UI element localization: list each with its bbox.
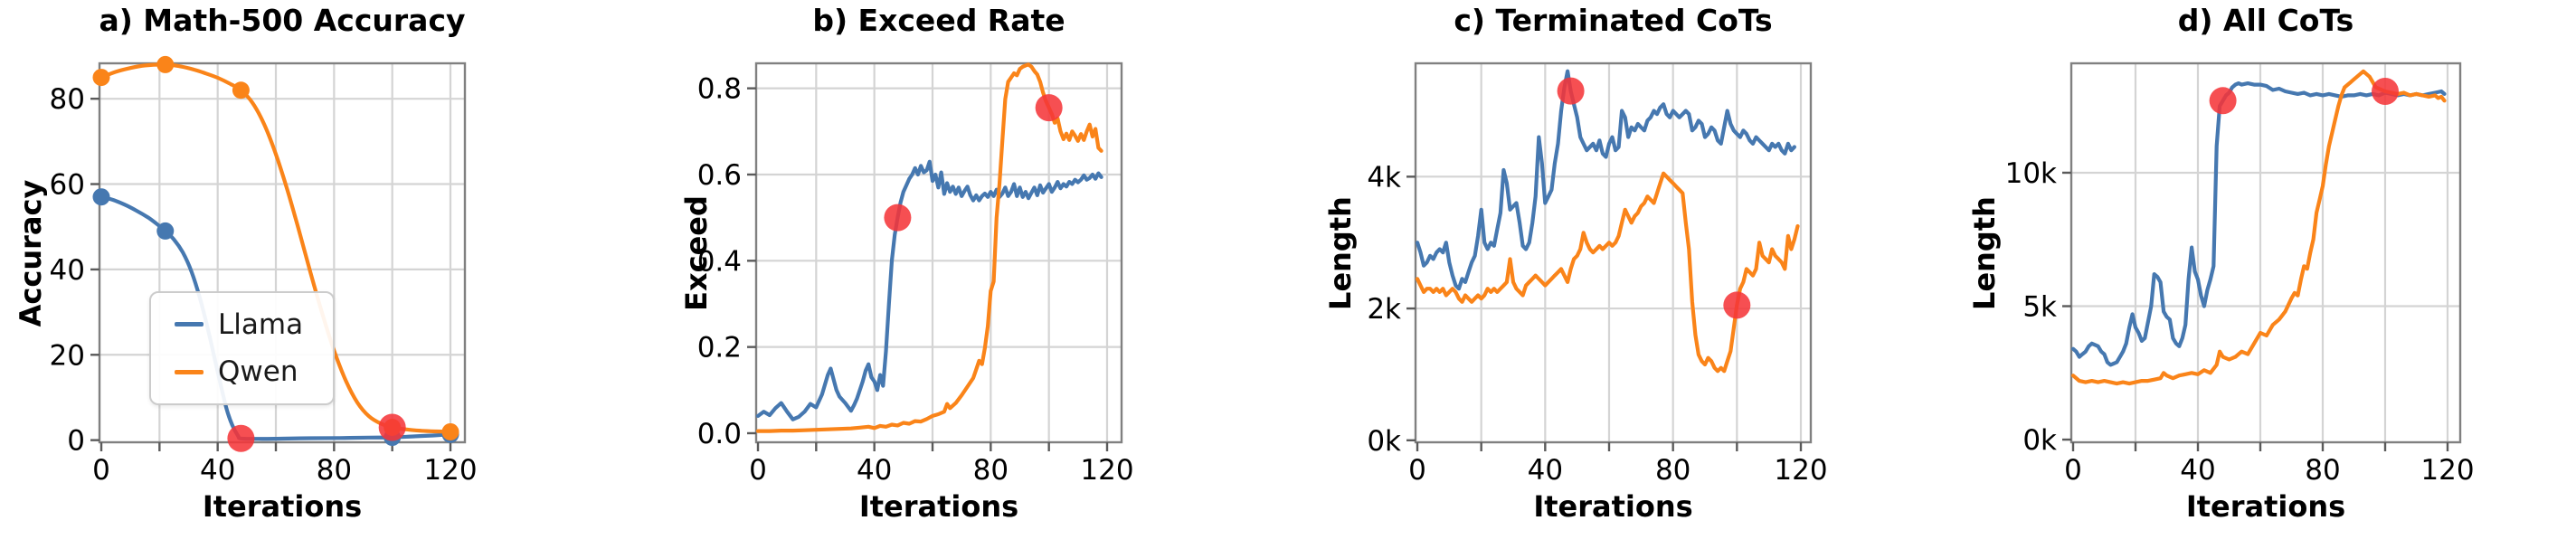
highlight-dot-llama xyxy=(884,204,912,232)
series-line-llama xyxy=(755,159,1103,421)
series-line-qwen xyxy=(755,62,1103,433)
qwen-line-swatch xyxy=(175,369,204,374)
data-point-marker-qwen xyxy=(232,81,250,99)
y-tick-label: 0k xyxy=(2022,424,2057,457)
legend-item-qwen: Qwen xyxy=(175,355,333,388)
x-tick-label: 120 xyxy=(423,454,477,487)
chart-b-title: b) Exceed Rate xyxy=(812,3,1065,38)
x-tick-label: 0 xyxy=(92,454,110,487)
x-tick-label: 0 xyxy=(1408,454,1426,487)
data-point-marker-qwen xyxy=(441,422,459,440)
axes-spines xyxy=(754,62,1123,444)
x-tick-label: 80 xyxy=(1655,454,1690,487)
y-tick-label: 60 xyxy=(50,169,85,202)
highlight-dot-llama xyxy=(1557,77,1585,105)
x-tick-label: 40 xyxy=(2180,454,2215,487)
panel-c-terminated-cots: 0 40 80 120 0k 2k 4k c) Terminated CoTs Length… xyxy=(1288,0,1932,549)
x-tick-label: 80 xyxy=(317,454,352,487)
y-tick-label: 2k xyxy=(1367,293,1401,326)
chart-d-canvas: 0 40 80 120 0k 5k 10k xyxy=(2005,62,2475,487)
series-line-qwen xyxy=(1415,171,1800,374)
x-tick-label: 120 xyxy=(1080,454,1133,487)
chart-a-canvas: 0 40 80 120 0 20 40 60 80 xyxy=(50,55,478,487)
highlight-dot-llama xyxy=(227,424,255,452)
y-tick-label: 0 xyxy=(67,425,85,458)
y-tick-label: 20 xyxy=(50,339,85,372)
highlight-dot-qwen xyxy=(378,413,406,441)
chart-a-title: a) Math-500 Accuracy xyxy=(99,3,466,38)
legend-label-qwen: Qwen xyxy=(218,355,298,389)
legend: Llama Qwen xyxy=(149,291,335,405)
x-tick-label: 80 xyxy=(973,454,1009,487)
x-tick-label: 0 xyxy=(2064,454,2082,487)
panel-a-math500-accuracy: 0 40 80 120 0 20 40 60 80 a) Math-500 Accuracy A… xyxy=(0,0,644,549)
data-point-marker-qwen xyxy=(92,69,110,87)
data-point-marker-llama xyxy=(156,222,175,240)
y-tick-label: 0.6 xyxy=(697,159,742,192)
y-tick-label: 0k xyxy=(1367,425,1401,458)
chart-b-canvas: 0 40 80 120 0.0 0.2 0.4 0.6 0.8 xyxy=(697,62,1134,487)
data-point-marker-qwen xyxy=(156,55,175,73)
y-tick-label: 40 xyxy=(50,254,85,287)
y-tick-label: 0.4 xyxy=(697,245,742,278)
x-tick-label: 120 xyxy=(1774,454,1827,487)
highlight-dot-qwen xyxy=(1035,94,1063,122)
chart-c-canvas: 0 40 80 120 0k 2k 4k xyxy=(1367,62,1828,487)
x-tick-label: 40 xyxy=(1528,454,1563,487)
series-line-llama xyxy=(1415,69,1796,291)
y-tick-label: 5k xyxy=(2022,291,2057,324)
chart-d-title: d) All CoTs xyxy=(2177,3,2354,38)
axes-spines xyxy=(98,62,467,444)
y-tick-label: 0.8 xyxy=(697,73,742,106)
chart-d-ylabel: Length xyxy=(1967,195,2002,310)
chart-c-xlabel: Iterations xyxy=(1533,489,1693,524)
y-tick-label: 10k xyxy=(2005,157,2057,190)
panel-b-exceed-rate: 0 40 80 120 0.0 0.2 0.4 0.6 0.8 b) Exceed Rate E… xyxy=(644,0,1288,549)
x-tick-label: 40 xyxy=(857,454,892,487)
llama-line-swatch xyxy=(175,322,204,327)
highlight-dot-llama xyxy=(2209,87,2237,115)
y-tick-label: 4k xyxy=(1367,161,1401,194)
axes-spines xyxy=(1414,62,1813,444)
chart-c-title: c) Terminated CoTs xyxy=(1454,3,1773,38)
highlight-dot-qwen xyxy=(2372,77,2399,105)
x-tick-label: 120 xyxy=(2420,454,2474,487)
highlight-dot-qwen xyxy=(1723,291,1751,319)
y-tick-label: 80 xyxy=(50,83,85,116)
chart-b-xlabel: Iterations xyxy=(858,489,1019,524)
series-line-llama xyxy=(2070,81,2447,367)
y-tick-label: 0.0 xyxy=(697,418,742,450)
chart-a-xlabel: Iterations xyxy=(202,489,363,524)
y-tick-label: 0.2 xyxy=(697,332,742,364)
chart-a-ylabel: Accuracy xyxy=(14,179,48,327)
chart-b-ylabel: Exceed xyxy=(679,194,714,311)
x-tick-label: 40 xyxy=(200,454,235,487)
axes-spines xyxy=(2069,62,2462,444)
x-tick-label: 80 xyxy=(2305,454,2340,487)
legend-item-llama: Llama xyxy=(175,308,333,341)
data-point-marker-llama xyxy=(92,188,110,206)
chart-d-xlabel: Iterations xyxy=(2185,489,2346,524)
panel-d-all-cots: 0 40 80 120 0k 5k 10k d) All CoTs Length Itera… xyxy=(1932,0,2576,549)
x-tick-label: 0 xyxy=(749,454,767,487)
chart-c-ylabel: Length xyxy=(1323,195,1358,310)
legend-label-llama: Llama xyxy=(218,308,304,341)
